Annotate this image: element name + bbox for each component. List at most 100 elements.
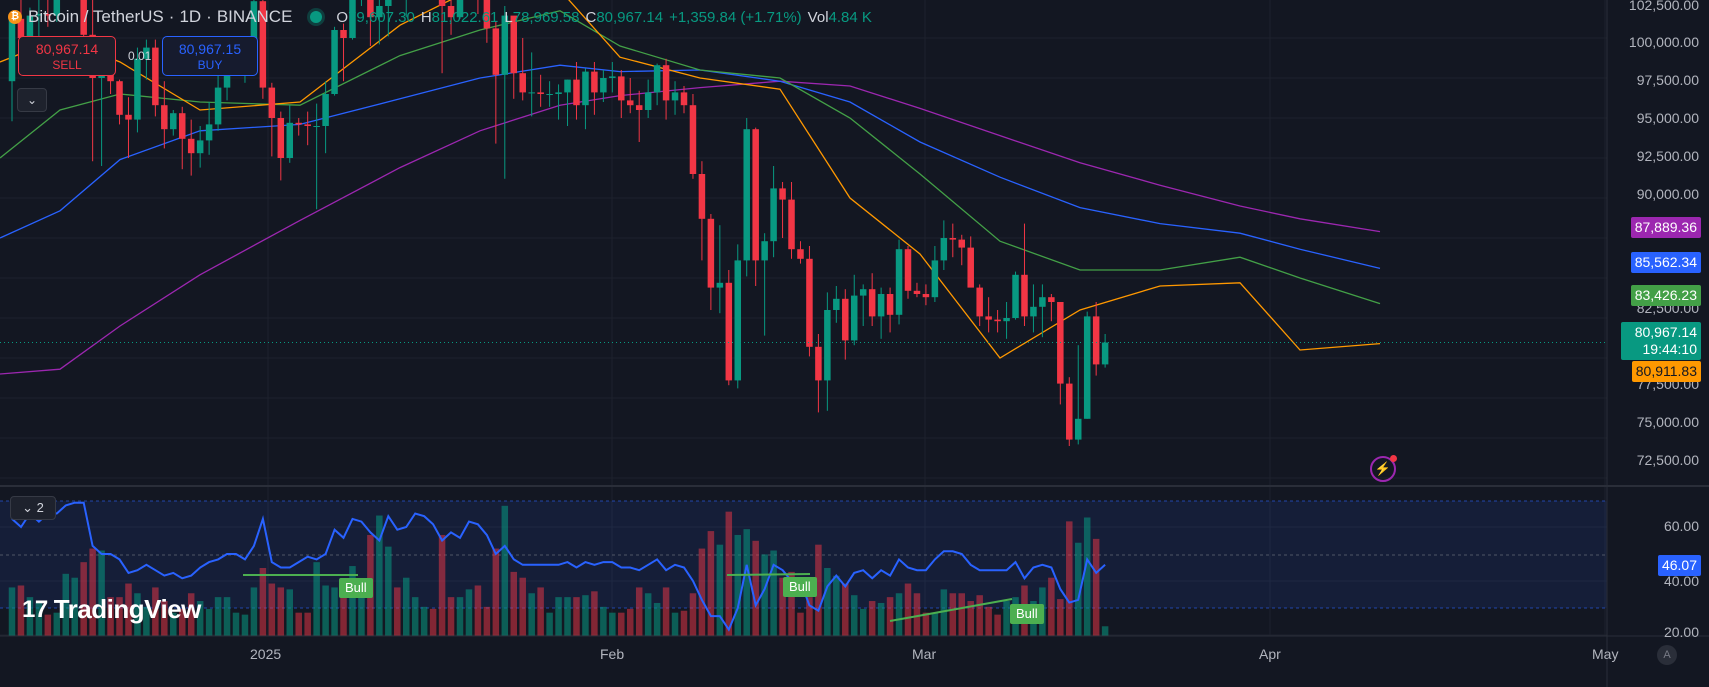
candle-body	[456, 0, 464, 18]
symbol-exchange: BINANCE	[216, 7, 293, 26]
candle-body	[662, 65, 670, 101]
candle-body	[80, 0, 87, 35]
candle-body	[994, 319, 1001, 322]
volume-bar	[125, 583, 132, 636]
market-status-icon[interactable]	[310, 11, 323, 23]
price-tick: 92,500.00	[1636, 148, 1699, 164]
volume-bar	[815, 544, 822, 636]
candle-body	[842, 298, 849, 341]
candle-body	[331, 30, 338, 94]
volume-bar	[761, 554, 768, 636]
volume-bar	[170, 612, 177, 636]
candle-body	[707, 218, 715, 288]
volume-bar	[573, 597, 580, 636]
volume-bar	[456, 597, 464, 636]
candle-body	[833, 298, 840, 310]
change-value: +1,359.84 (+1.71%)	[669, 8, 802, 26]
volume-bar	[492, 548, 500, 636]
volume-bar	[537, 587, 544, 636]
candle-body	[1092, 316, 1100, 365]
auto-scale-icon[interactable]: A	[1657, 645, 1677, 665]
candle-body	[223, 68, 231, 88]
last-price-value: 80,967.14	[1634, 324, 1697, 340]
candle-body	[510, 15, 518, 74]
candle-body	[850, 295, 858, 341]
candle-body	[716, 282, 724, 288]
close-label: C	[585, 8, 597, 26]
volume-bar	[931, 612, 939, 636]
buy-price: 80,967.15	[178, 41, 242, 57]
volume-bar	[98, 550, 105, 636]
volume-bar	[501, 505, 509, 636]
volume-bar	[178, 608, 186, 636]
time-tick: Mar	[912, 646, 937, 662]
candle-body	[349, 0, 356, 38]
volume-bar	[582, 595, 589, 636]
chevron-down-icon[interactable]: ⌄	[17, 88, 47, 112]
candle-body	[752, 129, 759, 261]
volume-bar	[71, 577, 78, 636]
ma-orange-label: 80,911.83	[1631, 361, 1701, 382]
candle-body	[949, 238, 957, 240]
candle-body	[1030, 306, 1037, 317]
ma-purple-line	[0, 80, 1381, 375]
candle-body	[600, 78, 607, 93]
volume-bar	[44, 614, 52, 636]
volume-bar	[17, 585, 25, 636]
symbol-interval[interactable]: 1D	[179, 7, 202, 26]
buy-button[interactable]: 80,967.15 BUY	[162, 36, 258, 76]
candle-body	[205, 124, 213, 141]
candle-body	[635, 105, 643, 110]
candle-body	[304, 124, 311, 126]
volume-bar	[976, 595, 983, 636]
symbol-pair[interactable]: Bitcoin / TetherUS	[28, 7, 164, 26]
volume-bar	[196, 601, 204, 636]
sell-button[interactable]: 80,967.14 SELL	[18, 36, 116, 76]
time-tick: May	[1592, 646, 1619, 662]
candle-body	[53, 0, 61, 16]
volume-bar	[806, 597, 813, 636]
candle-body	[815, 346, 822, 381]
price-tick: 72,500.00	[1636, 452, 1699, 468]
rsi-tick: 60.00	[1663, 518, 1699, 534]
sell-price: 80,967.14	[35, 41, 99, 57]
candles	[8, 0, 1109, 446]
volume-bar	[770, 550, 777, 636]
symbol-header[interactable]: ₿ Bitcoin / TetherUS · 1D · BINANCE O79,…	[8, 6, 872, 28]
candle-body	[259, 1, 267, 88]
open-label: O	[336, 8, 349, 26]
volume-bar	[797, 612, 804, 636]
separator: ·	[206, 7, 212, 26]
sell-label: SELL	[52, 58, 82, 72]
volume-bar	[716, 544, 724, 636]
volume-bar	[402, 577, 410, 636]
flash-icon[interactable]: ⚡	[1370, 455, 1397, 482]
volume-bar	[698, 548, 706, 636]
volume-bar	[842, 583, 849, 636]
price-tick: 102,500.00	[1628, 0, 1699, 13]
candle-body	[940, 238, 948, 261]
volume-bar	[904, 583, 912, 636]
bull-divergence-tag: Bull	[339, 578, 373, 598]
volume-bar	[555, 597, 562, 636]
volume-bar	[922, 612, 930, 636]
candle-body	[1083, 316, 1091, 419]
volume-bar	[420, 606, 428, 636]
price-tick: 90,000.00	[1636, 186, 1699, 202]
volume-bar	[295, 612, 302, 636]
candle-body	[698, 174, 706, 219]
ma-blue-label: 85,562.34	[1630, 252, 1701, 273]
candle-body	[922, 294, 930, 298]
volume-bar	[223, 597, 231, 636]
candle-body	[895, 249, 903, 315]
volume-bar	[1074, 542, 1082, 636]
candle-body	[483, 0, 491, 29]
tradingview-logo: 17 TradingView	[22, 594, 201, 625]
candle-body	[868, 289, 876, 317]
volume-bar	[340, 587, 347, 636]
price-tick: 97,500.00	[1636, 72, 1699, 88]
candle-body	[385, 0, 392, 6]
volume-bar	[53, 612, 61, 636]
pane-indicator-button[interactable]: ⌄ 2	[10, 496, 56, 520]
